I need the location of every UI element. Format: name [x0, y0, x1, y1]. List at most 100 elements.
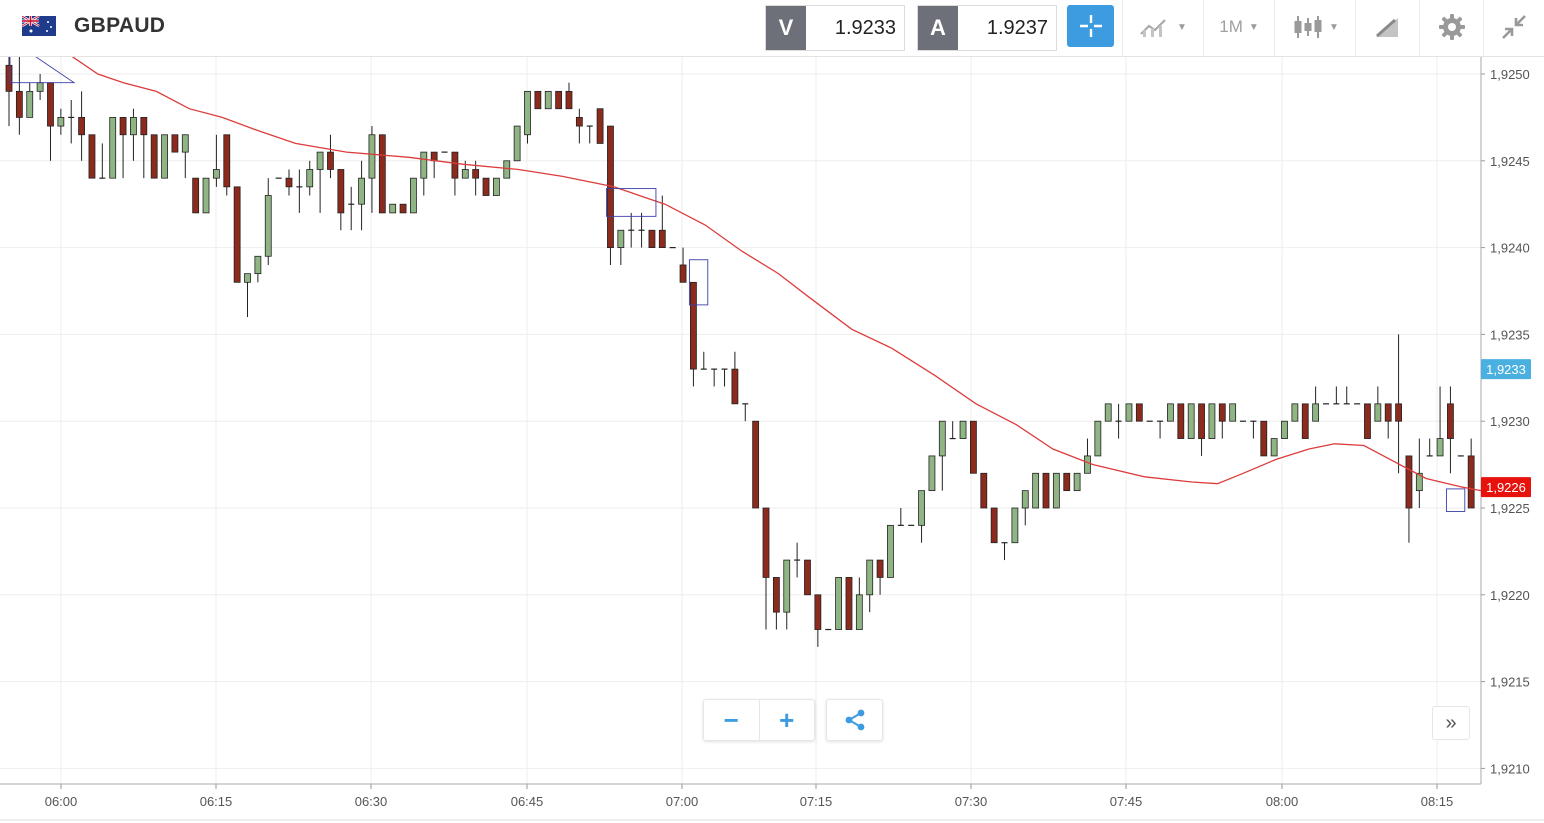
- price-chart[interactable]: 1,9250 1,9245 1,9240 1,9235 1,9230 1,9225 1,92…: [0, 57, 1544, 823]
- sell-price-box[interactable]: V 1.9233: [765, 5, 905, 51]
- candle-down: [762, 507, 770, 578]
- toolbar-divider: [1419, 0, 1420, 56]
- annotation-rect[interactable]: [1445, 488, 1466, 512]
- candle-up: [1208, 403, 1216, 439]
- candle-down: [876, 559, 884, 578]
- y-tick-label: 1,9230: [1490, 414, 1530, 429]
- candle-up: [254, 255, 262, 275]
- candle-up: [36, 82, 44, 92]
- candle-down: [752, 420, 760, 509]
- buy-price: 1.9237: [986, 16, 1048, 39]
- candle-down: [233, 186, 241, 283]
- candle-down: [378, 134, 386, 214]
- x-tick-label: 07:15: [800, 794, 833, 809]
- drawing-tools-button[interactable]: [1365, 5, 1409, 49]
- candle-up: [503, 160, 511, 179]
- sell-tag: V: [766, 6, 806, 50]
- annotation-rect[interactable]: [606, 188, 657, 217]
- candle-down: [772, 577, 780, 613]
- candle-down: [327, 151, 334, 170]
- candle-down: [731, 368, 739, 405]
- candle-down: [1405, 455, 1413, 509]
- candle-up: [492, 177, 500, 196]
- candle-up: [1270, 438, 1278, 457]
- candle-up: [306, 169, 314, 188]
- y-tick-label: 1,9235: [1490, 327, 1530, 342]
- zoom-in-button[interactable]: +: [758, 700, 815, 740]
- candle-down: [814, 594, 822, 630]
- candle-up: [1187, 403, 1195, 439]
- candle-down: [534, 90, 542, 110]
- drawing-tools-icon: [1376, 18, 1398, 38]
- crosshair-button[interactable]: [1067, 5, 1114, 47]
- x-tick-label: 06:00: [45, 794, 78, 809]
- candle-down: [482, 177, 490, 196]
- candle-down: [1260, 420, 1268, 457]
- x-tick-label: 08:00: [1266, 794, 1299, 809]
- candle-up: [1167, 403, 1174, 422]
- zoom-controls: − +: [703, 699, 815, 741]
- y-tick-label: 1,9210: [1490, 761, 1530, 776]
- candle-up: [1374, 403, 1382, 422]
- candle-up: [959, 420, 967, 439]
- candle-up: [420, 151, 428, 179]
- candle-down: [1177, 403, 1185, 439]
- candle-up: [1073, 472, 1081, 492]
- candle-up: [544, 90, 552, 110]
- share-icon: [845, 709, 864, 731]
- indicators-icon: [1140, 19, 1166, 37]
- annotation-triangle[interactable]: [9, 57, 76, 84]
- candle-up: [1125, 403, 1133, 422]
- candle-down: [47, 82, 54, 127]
- candle-down: [337, 169, 345, 214]
- candle-down: [1384, 403, 1392, 422]
- chevron-down-icon: ▼: [1329, 21, 1339, 33]
- annotation-rect[interactable]: [688, 259, 709, 306]
- candle-down: [78, 117, 85, 136]
- candle-down: [679, 264, 687, 283]
- y-tick-label: 1,9250: [1490, 67, 1530, 82]
- share-button[interactable]: [826, 699, 883, 741]
- candle-down: [223, 134, 231, 188]
- moving-average-line: [71, 57, 1482, 492]
- y-tick-label: 1,9245: [1490, 154, 1530, 169]
- zoom-out-button[interactable]: −: [723, 704, 739, 735]
- toolbar-divider: [1274, 0, 1275, 56]
- candle-up: [1415, 472, 1423, 492]
- indicators-button[interactable]: ▼: [1132, 5, 1194, 49]
- scroll-right-button[interactable]: »: [1432, 706, 1470, 740]
- settings-button[interactable]: [1430, 5, 1474, 49]
- x-tick-label: 07:30: [955, 794, 988, 809]
- symbol-title: GBPAUD: [74, 14, 166, 37]
- x-tick-label: 06:30: [355, 794, 388, 809]
- candle-up: [617, 229, 625, 249]
- candle-down: [648, 229, 656, 249]
- collapse-button[interactable]: [1492, 5, 1536, 49]
- candle-down: [430, 151, 438, 162]
- candle-down: [980, 472, 988, 509]
- candle-up: [130, 117, 137, 136]
- candle-down: [1467, 455, 1475, 509]
- plot-area[interactable]: [0, 57, 1481, 784]
- candle-up: [1032, 472, 1040, 509]
- x-tick-label: 07:00: [666, 794, 699, 809]
- candle-up: [855, 594, 863, 630]
- buy-tag: A: [918, 6, 958, 50]
- timeframe-dropdown[interactable]: 1M ▼: [1210, 5, 1268, 49]
- candle-down: [451, 151, 459, 179]
- buy-price-box[interactable]: A 1.9237: [917, 5, 1057, 51]
- chevron-down-icon: ▼: [1177, 21, 1187, 33]
- candle-up: [161, 134, 168, 179]
- x-tick-label: 06:15: [200, 794, 233, 809]
- candle-down: [88, 134, 96, 179]
- candle-up: [918, 490, 925, 526]
- candle-up: [358, 177, 365, 205]
- candle-down: [1198, 403, 1205, 439]
- candle-up: [928, 455, 936, 492]
- chart-type-button[interactable]: ▼: [1284, 5, 1348, 49]
- sell-price: 1.9233: [834, 16, 896, 39]
- candle-up: [524, 90, 531, 136]
- chart-toolbar: GBPAUD V 1.9233 A 1.9237 ▼ 1M ▼: [0, 0, 1544, 57]
- candle-up: [212, 169, 220, 179]
- candle-up: [1281, 420, 1288, 439]
